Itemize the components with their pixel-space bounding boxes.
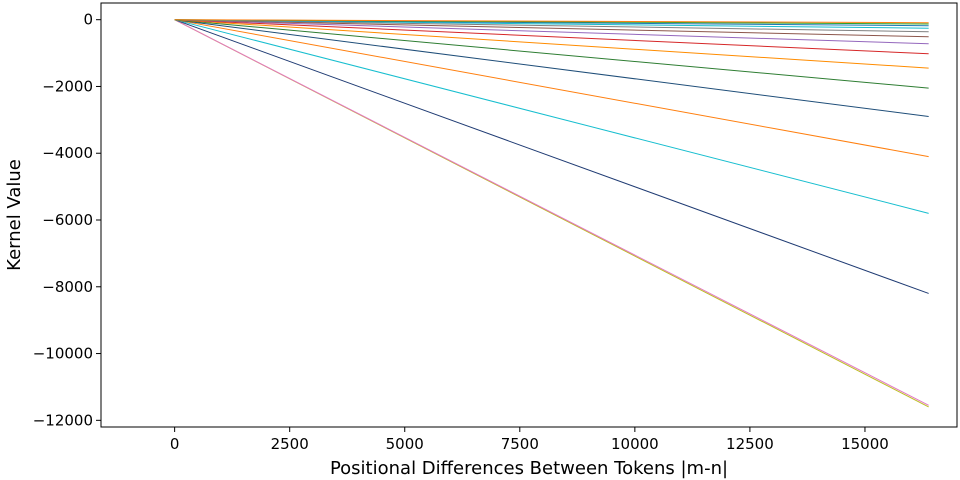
series-line-10 bbox=[174, 19, 929, 45]
x-tick-label: 7500 bbox=[501, 435, 539, 453]
y-axis-ticks: 0 −2000 −4000 −6000 −8000 −10000 −12000 bbox=[33, 11, 101, 429]
x-axis-ticks: 0 2500 5000 7500 10000 12500 15000 bbox=[170, 427, 889, 453]
series-line-12 bbox=[174, 19, 929, 33]
plot-frame bbox=[100, 2, 958, 428]
series-line-3 bbox=[174, 19, 929, 294]
series-line-9 bbox=[174, 19, 929, 55]
series-line-11 bbox=[174, 19, 929, 38]
y-tick-label: −6000 bbox=[42, 211, 93, 229]
x-tick-label: 2500 bbox=[271, 435, 309, 453]
series-line-6 bbox=[174, 19, 929, 118]
series-line-2 bbox=[174, 19, 929, 406]
series-line-8 bbox=[174, 19, 929, 69]
y-tick-label: −8000 bbox=[42, 278, 93, 296]
y-tick-label: −2000 bbox=[42, 77, 93, 95]
y-tick-label: −12000 bbox=[33, 411, 93, 429]
x-tick-label: 10000 bbox=[611, 435, 659, 453]
x-axis-label: Positional Differences Between Tokens |m… bbox=[330, 458, 728, 479]
series-line-7 bbox=[174, 19, 929, 89]
plot-lines bbox=[174, 19, 929, 408]
x-tick-label: 12500 bbox=[726, 435, 774, 453]
x-tick-label: 0 bbox=[170, 435, 180, 453]
y-tick-label: 0 bbox=[83, 11, 93, 29]
x-tick-label: 15000 bbox=[841, 435, 889, 453]
x-tick-label: 5000 bbox=[386, 435, 424, 453]
y-axis-label: Kernel Value bbox=[4, 159, 25, 271]
series-line-4 bbox=[174, 19, 929, 214]
series-line-5 bbox=[174, 19, 929, 158]
y-tick-label: −10000 bbox=[33, 345, 93, 363]
y-tick-label: −4000 bbox=[42, 144, 93, 162]
series-line-16 bbox=[174, 19, 929, 24]
